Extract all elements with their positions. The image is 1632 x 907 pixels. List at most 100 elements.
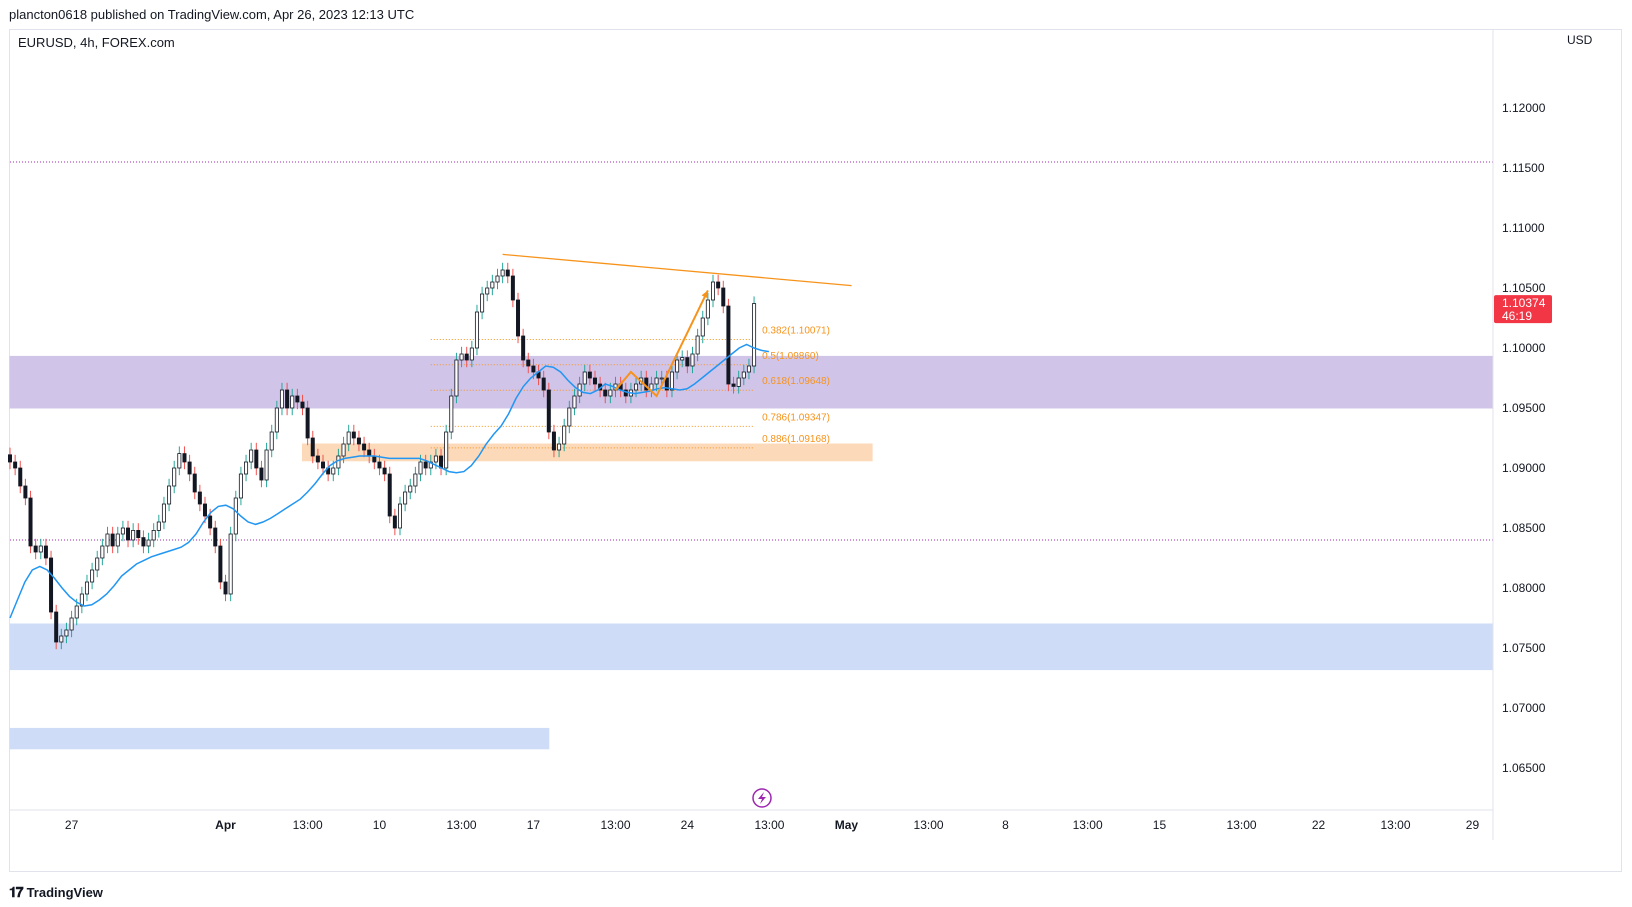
time-tick-label: 13:00 [1227, 818, 1257, 832]
candle-body [500, 269, 505, 277]
candle-body [90, 569, 95, 583]
candle-body [746, 365, 751, 373]
candle-body [408, 485, 413, 493]
candle-body [551, 431, 556, 451]
candle-body [387, 473, 392, 517]
candle-body [49, 557, 54, 613]
lower-support-zone [9, 727, 550, 750]
time-tick-label: 13:00 [447, 818, 477, 832]
candle-body [459, 353, 464, 361]
price-tick-label: 1.07000 [1502, 701, 1546, 715]
time-tick-label: 13:00 [1380, 818, 1410, 832]
candle-body [161, 503, 166, 523]
time-tick-label: 13:00 [754, 818, 784, 832]
candle-body [28, 497, 33, 547]
candle-body [557, 443, 562, 451]
candle-body [146, 539, 151, 547]
price-tick-label: 1.06500 [1502, 761, 1546, 775]
candle-body [608, 389, 613, 397]
price-tick-label: 1.11500 [1502, 161, 1545, 175]
candles-layer [7, 262, 757, 650]
candle-body [238, 473, 243, 499]
dotted-levels-layer [10, 161, 1493, 541]
candle-body [336, 455, 341, 469]
price-tick-label: 1.10000 [1502, 341, 1546, 355]
trend-line[interactable] [502, 253, 852, 287]
candle-body [74, 605, 79, 619]
candle-body [567, 407, 572, 427]
candle-body [480, 293, 485, 313]
lightning-event-icon[interactable] [752, 788, 772, 808]
candle-body [259, 467, 264, 481]
projection-arrowhead [701, 290, 708, 299]
candle-body [587, 371, 592, 379]
candle-body [731, 383, 736, 387]
candle-body [126, 527, 131, 541]
candle-body [18, 467, 23, 487]
candle-body [100, 545, 105, 559]
time-tick-label: May [835, 818, 859, 832]
candle-body [249, 449, 254, 463]
candle-body [177, 453, 182, 469]
candle-body [716, 281, 721, 289]
candle-body [218, 545, 223, 583]
candle-body [711, 281, 716, 301]
last-price-badge: 1.10374 46:19 [1494, 295, 1552, 324]
candle-body [7, 454, 12, 463]
candle-body [736, 377, 741, 387]
candle-body [351, 431, 356, 439]
candle-body [654, 377, 659, 385]
candle-body [321, 461, 326, 469]
footer-branding[interactable]: 𝟏𝟕 TradingView [9, 884, 103, 901]
projection-path[interactable] [614, 289, 709, 398]
candle-body [582, 371, 587, 385]
publisher-header: plancton0618 published on TradingView.co… [9, 7, 415, 22]
candle-body [392, 515, 397, 529]
candle-body [79, 593, 84, 607]
last-price-value: 1.10374 [1502, 296, 1546, 310]
candle-body [516, 299, 521, 337]
candle-body [669, 371, 674, 391]
candle-body [680, 357, 685, 361]
fib-level-label: 0.382(1.10071) [762, 325, 830, 336]
candle-body [690, 353, 695, 367]
zones-layer [9, 355, 1494, 750]
time-tick-label: 13:00 [914, 818, 944, 832]
candle-body [208, 515, 213, 529]
candle-body [433, 455, 438, 463]
bar-countdown: 46:19 [1502, 309, 1532, 323]
candle-body [43, 545, 48, 559]
time-tick-label: 29 [1466, 818, 1480, 832]
candle-body [382, 467, 387, 475]
candle-body [726, 305, 731, 385]
candle-body [510, 275, 515, 301]
candle-body [469, 347, 474, 361]
candle-body [705, 299, 710, 319]
candle-body [721, 287, 726, 307]
candle-body [84, 581, 89, 595]
time-tick-label: 15 [1153, 818, 1167, 832]
time-tick-label: 17 [527, 818, 541, 832]
candle-body [505, 269, 510, 277]
candle-body [346, 431, 351, 445]
candle-body [418, 461, 423, 475]
candle-body [95, 557, 100, 571]
candle-body [423, 461, 428, 469]
candle-body [521, 335, 526, 361]
symbol-title[interactable]: EURUSD, 4h, FOREX.com [18, 35, 175, 50]
support-zone [9, 623, 1494, 671]
candle-body [38, 545, 43, 553]
candle-body [156, 521, 161, 531]
time-axis: 27 Apr 13:00 10 13:00 17 13:00 24 13:00 May 13:00 8… [10, 809, 1493, 832]
candle-body [695, 335, 700, 355]
time-tick-label: 27 [65, 818, 79, 832]
time-tick-label: 10 [373, 818, 387, 832]
candle-body [664, 377, 669, 391]
candle-body [495, 275, 500, 283]
fib-levels-layer: 0.382(1.10071) 0.5(1.09860) 0.618(1.09648)… [430, 325, 830, 449]
candle-body [213, 527, 218, 547]
candle-body [474, 311, 479, 349]
price-axis: 1.12000 1.11500 1.11000 1.10500 1.10000 1.095… [1492, 30, 1546, 840]
candle-body [269, 431, 274, 451]
